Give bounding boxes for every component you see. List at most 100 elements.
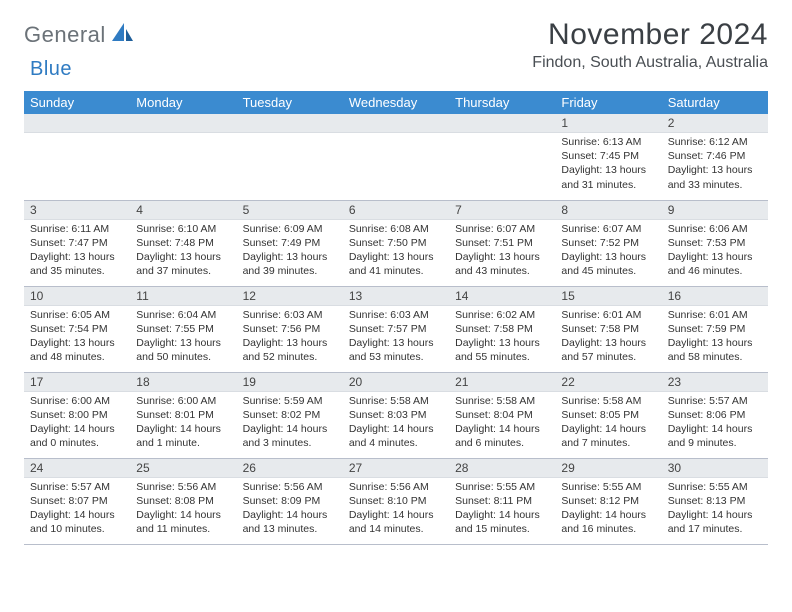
day-number: 25 xyxy=(130,459,236,478)
calendar-day-cell: 30Sunrise: 5:55 AMSunset: 8:13 PMDayligh… xyxy=(662,458,768,544)
month-title: November 2024 xyxy=(532,18,768,52)
day-number: 14 xyxy=(449,287,555,306)
calendar-day-cell: . xyxy=(449,114,555,200)
day-data: Sunrise: 5:59 AMSunset: 8:02 PMDaylight:… xyxy=(237,392,343,455)
day-data: Sunrise: 6:03 AMSunset: 7:56 PMDaylight:… xyxy=(237,306,343,369)
day-data: Sunrise: 5:56 AMSunset: 8:10 PMDaylight:… xyxy=(343,478,449,541)
day-data: Sunrise: 5:55 AMSunset: 8:11 PMDaylight:… xyxy=(449,478,555,541)
calendar-day-cell: 19Sunrise: 5:59 AMSunset: 8:02 PMDayligh… xyxy=(237,372,343,458)
calendar-day-cell: 17Sunrise: 6:00 AMSunset: 8:00 PMDayligh… xyxy=(24,372,130,458)
calendar-week-row: 3Sunrise: 6:11 AMSunset: 7:47 PMDaylight… xyxy=(24,200,768,286)
day-number: 22 xyxy=(555,373,661,392)
day-number: 20 xyxy=(343,373,449,392)
brand-logo: General xyxy=(24,18,134,48)
day-number: 29 xyxy=(555,459,661,478)
day-data: Sunrise: 6:01 AMSunset: 7:58 PMDaylight:… xyxy=(555,306,661,369)
day-number: . xyxy=(449,114,555,133)
calendar-day-cell: 28Sunrise: 5:55 AMSunset: 8:11 PMDayligh… xyxy=(449,458,555,544)
day-data: Sunrise: 5:57 AMSunset: 8:06 PMDaylight:… xyxy=(662,392,768,455)
day-data: Sunrise: 6:03 AMSunset: 7:57 PMDaylight:… xyxy=(343,306,449,369)
weekday-header: Friday xyxy=(555,91,661,114)
day-number: 18 xyxy=(130,373,236,392)
day-data: Sunrise: 6:12 AMSunset: 7:46 PMDaylight:… xyxy=(662,133,768,196)
calendar-day-cell: 1Sunrise: 6:13 AMSunset: 7:45 PMDaylight… xyxy=(555,114,661,200)
day-number: . xyxy=(130,114,236,133)
day-data: Sunrise: 6:13 AMSunset: 7:45 PMDaylight:… xyxy=(555,133,661,196)
day-number: 16 xyxy=(662,287,768,306)
day-number: 2 xyxy=(662,114,768,133)
day-number: 30 xyxy=(662,459,768,478)
day-data: Sunrise: 5:55 AMSunset: 8:13 PMDaylight:… xyxy=(662,478,768,541)
day-data: Sunrise: 6:01 AMSunset: 7:59 PMDaylight:… xyxy=(662,306,768,369)
day-data: Sunrise: 6:06 AMSunset: 7:53 PMDaylight:… xyxy=(662,220,768,283)
calendar-day-cell: 2Sunrise: 6:12 AMSunset: 7:46 PMDaylight… xyxy=(662,114,768,200)
day-number: 13 xyxy=(343,287,449,306)
day-data: Sunrise: 5:58 AMSunset: 8:04 PMDaylight:… xyxy=(449,392,555,455)
calendar-day-cell: 22Sunrise: 5:58 AMSunset: 8:05 PMDayligh… xyxy=(555,372,661,458)
day-data: Sunrise: 6:00 AMSunset: 8:01 PMDaylight:… xyxy=(130,392,236,455)
day-number: 9 xyxy=(662,201,768,220)
weekday-header: Monday xyxy=(130,91,236,114)
weekday-header-row: Sunday Monday Tuesday Wednesday Thursday… xyxy=(24,91,768,114)
calendar-day-cell: 26Sunrise: 5:56 AMSunset: 8:09 PMDayligh… xyxy=(237,458,343,544)
weekday-header: Sunday xyxy=(24,91,130,114)
day-number: 28 xyxy=(449,459,555,478)
day-number: 11 xyxy=(130,287,236,306)
day-number: 27 xyxy=(343,459,449,478)
day-data: Sunrise: 6:09 AMSunset: 7:49 PMDaylight:… xyxy=(237,220,343,283)
day-number: 23 xyxy=(662,373,768,392)
day-data: Sunrise: 5:57 AMSunset: 8:07 PMDaylight:… xyxy=(24,478,130,541)
calendar-day-cell: 3Sunrise: 6:11 AMSunset: 7:47 PMDaylight… xyxy=(24,200,130,286)
calendar-week-row: 17Sunrise: 6:00 AMSunset: 8:00 PMDayligh… xyxy=(24,372,768,458)
calendar-day-cell: 5Sunrise: 6:09 AMSunset: 7:49 PMDaylight… xyxy=(237,200,343,286)
day-number: 15 xyxy=(555,287,661,306)
calendar-day-cell: 4Sunrise: 6:10 AMSunset: 7:48 PMDaylight… xyxy=(130,200,236,286)
calendar-day-cell: 24Sunrise: 5:57 AMSunset: 8:07 PMDayligh… xyxy=(24,458,130,544)
day-number: 17 xyxy=(24,373,130,392)
day-number: 8 xyxy=(555,201,661,220)
day-number: 26 xyxy=(237,459,343,478)
calendar-day-cell: 27Sunrise: 5:56 AMSunset: 8:10 PMDayligh… xyxy=(343,458,449,544)
day-number: 6 xyxy=(343,201,449,220)
weekday-header: Wednesday xyxy=(343,91,449,114)
day-number: 10 xyxy=(24,287,130,306)
calendar-day-cell: 25Sunrise: 5:56 AMSunset: 8:08 PMDayligh… xyxy=(130,458,236,544)
location: Findon, South Australia, Australia xyxy=(532,54,768,72)
calendar-week-row: 10Sunrise: 6:05 AMSunset: 7:54 PMDayligh… xyxy=(24,286,768,372)
calendar-table: Sunday Monday Tuesday Wednesday Thursday… xyxy=(24,91,768,545)
day-data: Sunrise: 6:02 AMSunset: 7:58 PMDaylight:… xyxy=(449,306,555,369)
calendar-day-cell: 12Sunrise: 6:03 AMSunset: 7:56 PMDayligh… xyxy=(237,286,343,372)
calendar-day-cell: 7Sunrise: 6:07 AMSunset: 7:51 PMDaylight… xyxy=(449,200,555,286)
calendar-day-cell: 29Sunrise: 5:55 AMSunset: 8:12 PMDayligh… xyxy=(555,458,661,544)
day-number: 21 xyxy=(449,373,555,392)
calendar-day-cell: 15Sunrise: 6:01 AMSunset: 7:58 PMDayligh… xyxy=(555,286,661,372)
title-block: November 2024 Findon, South Australia, A… xyxy=(532,18,768,72)
weekday-header: Tuesday xyxy=(237,91,343,114)
day-number: 24 xyxy=(24,459,130,478)
day-data: Sunrise: 6:00 AMSunset: 8:00 PMDaylight:… xyxy=(24,392,130,455)
day-number: 7 xyxy=(449,201,555,220)
calendar-day-cell: 9Sunrise: 6:06 AMSunset: 7:53 PMDaylight… xyxy=(662,200,768,286)
day-number: 1 xyxy=(555,114,661,133)
calendar-day-cell: . xyxy=(343,114,449,200)
calendar-day-cell: 16Sunrise: 6:01 AMSunset: 7:59 PMDayligh… xyxy=(662,286,768,372)
brand-part2: Blue xyxy=(30,58,72,80)
weekday-header: Thursday xyxy=(449,91,555,114)
brand-part1: General xyxy=(24,22,106,48)
day-number: . xyxy=(24,114,130,133)
calendar-day-cell: 18Sunrise: 6:00 AMSunset: 8:01 PMDayligh… xyxy=(130,372,236,458)
day-number: . xyxy=(343,114,449,133)
calendar-day-cell: 10Sunrise: 6:05 AMSunset: 7:54 PMDayligh… xyxy=(24,286,130,372)
day-data: Sunrise: 6:11 AMSunset: 7:47 PMDaylight:… xyxy=(24,220,130,283)
calendar-week-row: .....1Sunrise: 6:13 AMSunset: 7:45 PMDay… xyxy=(24,114,768,200)
calendar-day-cell: . xyxy=(237,114,343,200)
weekday-header: Saturday xyxy=(662,91,768,114)
calendar-day-cell: 13Sunrise: 6:03 AMSunset: 7:57 PMDayligh… xyxy=(343,286,449,372)
day-data: Sunrise: 5:58 AMSunset: 8:05 PMDaylight:… xyxy=(555,392,661,455)
day-number: 5 xyxy=(237,201,343,220)
calendar-day-cell: 21Sunrise: 5:58 AMSunset: 8:04 PMDayligh… xyxy=(449,372,555,458)
calendar-day-cell: 23Sunrise: 5:57 AMSunset: 8:06 PMDayligh… xyxy=(662,372,768,458)
day-data: Sunrise: 5:55 AMSunset: 8:12 PMDaylight:… xyxy=(555,478,661,541)
day-data: Sunrise: 6:04 AMSunset: 7:55 PMDaylight:… xyxy=(130,306,236,369)
day-data: Sunrise: 6:08 AMSunset: 7:50 PMDaylight:… xyxy=(343,220,449,283)
